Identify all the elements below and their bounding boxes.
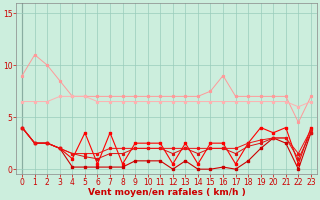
X-axis label: Vent moyen/en rafales ( km/h ): Vent moyen/en rafales ( km/h ): [88, 188, 245, 197]
